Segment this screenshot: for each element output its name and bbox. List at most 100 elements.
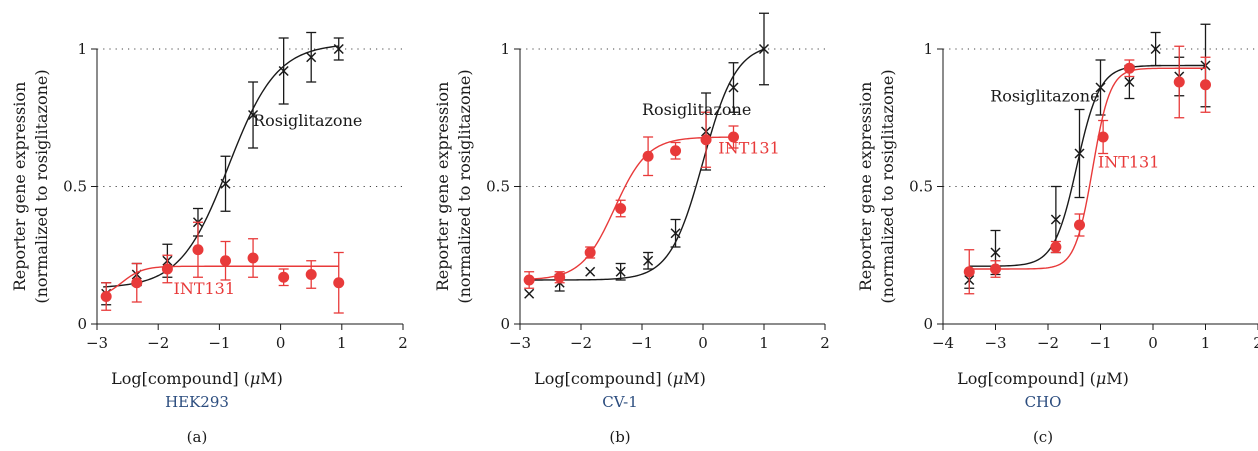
y-tick-label: 1 [923,40,933,58]
fit-curve [103,45,339,288]
x-tick-label: −2 [570,334,592,352]
panel-cho: −4 −3 −2 −1 0 1 2 0 0.5 1 Reporter gene expression… [856,23,1258,446]
data-point [1074,148,1085,159]
panel-caption: (a) [187,428,208,446]
data-point [584,247,596,258]
data-point [248,109,259,121]
data-point [643,255,654,266]
data-point [305,269,317,280]
series-annotation: Rosiglitazone [642,100,751,119]
data-point [306,52,317,63]
y-axis-label-line1: Reporter gene expression [10,82,29,292]
series-int131 [963,45,1211,295]
x-tick-label: −3 [509,334,531,352]
y-tick-label: 0.5 [63,178,87,196]
data-point [990,247,1001,258]
x-tick-label: −3 [984,334,1006,352]
cell-line-label: CV-1 [602,393,638,411]
x-axis-label: Log[compound] (μM) [957,369,1129,388]
x-tick-label: 1 [337,334,347,352]
series-annotation: INT131 [718,139,780,158]
data-point [220,178,231,189]
x-tick-label: 0 [1148,334,1158,352]
series-annotation: Rosiglitazone [253,111,362,130]
data-point [615,203,627,214]
data-point [100,291,112,302]
data-point [523,274,535,286]
x-tick-label: 2 [398,334,408,352]
x-tick-label: 1 [759,334,769,352]
y-axis-label-line2: (normalized to rosiglitazone) [878,69,897,303]
series-annotation: INT131 [174,279,236,298]
series-annotation: Rosiglitazone [990,86,1099,105]
fit-curve [526,48,765,281]
data-point [728,82,739,93]
data-point [131,277,143,289]
series-rosiglitazone [964,23,1211,289]
y-tick-label: 0 [500,315,510,333]
data-point [1150,43,1161,55]
x-tick-label: 0 [276,334,286,352]
y-tick-label: 0.5 [486,178,510,196]
data-point [700,134,712,146]
y-tick-label: 0 [923,315,933,333]
data-point [1200,79,1211,91]
y-axis-label-line1: Reporter gene expression [433,82,452,292]
data-point [278,65,289,77]
series-int131 [100,221,345,314]
data-point [615,266,626,277]
data-point [1123,62,1135,74]
y-tick-label: 0.5 [909,178,933,196]
y-axis-label-line2: (normalized to rosiglitazone) [32,69,51,303]
panel-caption: (c) [1033,428,1053,446]
x-tick-label: 2 [820,334,830,352]
data-point [1095,82,1106,93]
data-point [333,277,345,289]
fit-curve [526,136,734,281]
x-tick-label: −1 [1089,334,1111,352]
x-axis-label: Log[compound] (μM) [534,369,706,388]
data-point [758,43,770,55]
x-tick-label: −1 [208,334,230,352]
panel-caption: (b) [609,428,630,446]
x-tick-label: −3 [86,334,108,352]
y-tick-label: 0 [77,315,87,333]
x-tick-label: 0 [698,334,708,352]
x-axis-label: Log[compound] (μM) [111,369,283,388]
cell-line-label: HEK293 [165,393,229,411]
fit-curve [969,64,1206,267]
data-point [1050,241,1062,253]
fit-curve [102,265,339,295]
x-tick-label: −2 [1037,334,1059,352]
x-tick-label: 1 [1201,334,1211,352]
data-point [1074,219,1085,231]
data-point [963,266,975,278]
cell-line-label: CHO [1025,393,1062,411]
y-tick-label: 1 [500,40,510,58]
data-point [247,252,259,264]
data-point [1050,214,1061,225]
y-tick-label: 1 [77,40,87,58]
data-point [585,266,596,277]
data-point [642,150,654,162]
panel-cv-1: −3 −2 −1 0 1 2 0 0.5 1 Reporter gene expression (n… [433,12,830,446]
x-tick-label: 2 [1253,334,1258,352]
x-tick-label: −1 [631,334,653,352]
y-axis-label-line1: Reporter gene expression [856,82,875,292]
data-point [278,271,290,283]
series-annotation: INT131 [1098,152,1160,171]
data-point [728,131,739,143]
x-tick-label: −4 [932,334,954,352]
fit-curve [969,67,1206,270]
y-axis-label-line2: (normalized to rosiglitazone) [455,69,474,303]
data-point [670,228,681,239]
panel-hek293: −3 −2 −1 0 1 2 0 0.5 1 Reporter gene expression (n… [10,31,408,446]
data-point [554,271,566,283]
data-point [192,244,204,256]
data-point [220,255,232,267]
data-point [333,43,344,55]
data-point [990,263,1001,275]
data-point [1124,76,1135,88]
data-point [1173,76,1185,88]
